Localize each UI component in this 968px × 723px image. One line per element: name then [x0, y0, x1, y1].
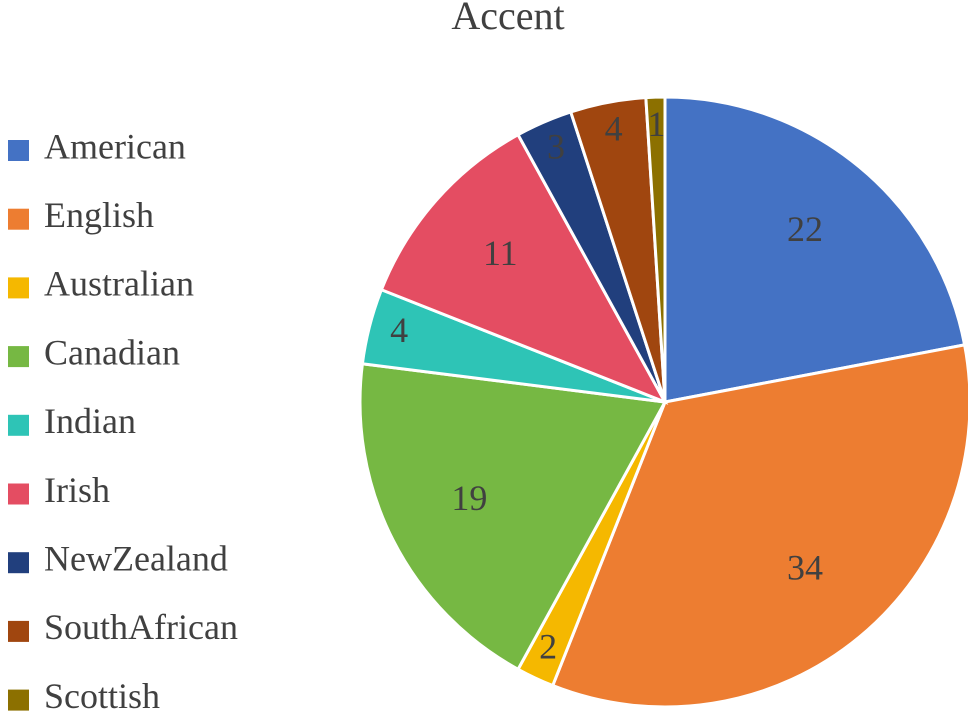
chart-title: Accent [451, 0, 564, 38]
legend-label: Irish [44, 470, 110, 510]
legend-swatch [8, 552, 29, 574]
pie-slice [644, 95, 667, 403]
data-label: 1 [647, 104, 665, 144]
data-label: 11 [483, 233, 518, 273]
pie-slice [550, 343, 968, 709]
legend-label: Indian [44, 401, 136, 441]
pie-slice [358, 362, 668, 672]
legend-swatch [8, 140, 29, 161]
legend-swatch [8, 414, 29, 436]
data-label: 4 [390, 310, 408, 350]
legend-label: SouthAfrican [44, 607, 238, 647]
legend-swatch [8, 346, 29, 368]
pie-slice [663, 95, 967, 404]
legend-label: NewZealand [44, 538, 228, 578]
legend-label: Scottish [44, 676, 160, 716]
legend-label: English [44, 195, 154, 235]
data-label: 34 [787, 547, 823, 587]
data-label: 2 [539, 627, 557, 667]
legend-label: Australian [44, 264, 194, 304]
data-label: 19 [451, 478, 487, 518]
legend-swatch [8, 277, 29, 299]
legend-swatch [8, 689, 29, 711]
legend-swatch [8, 620, 29, 642]
legend-swatch [8, 208, 29, 230]
data-label: 22 [787, 209, 823, 249]
pie-slice [379, 132, 669, 405]
legend-label: Canadian [44, 332, 180, 372]
legend-label: American [44, 126, 186, 166]
data-label: 3 [547, 126, 565, 166]
legend-swatch [8, 483, 29, 505]
data-label: 4 [605, 109, 623, 149]
